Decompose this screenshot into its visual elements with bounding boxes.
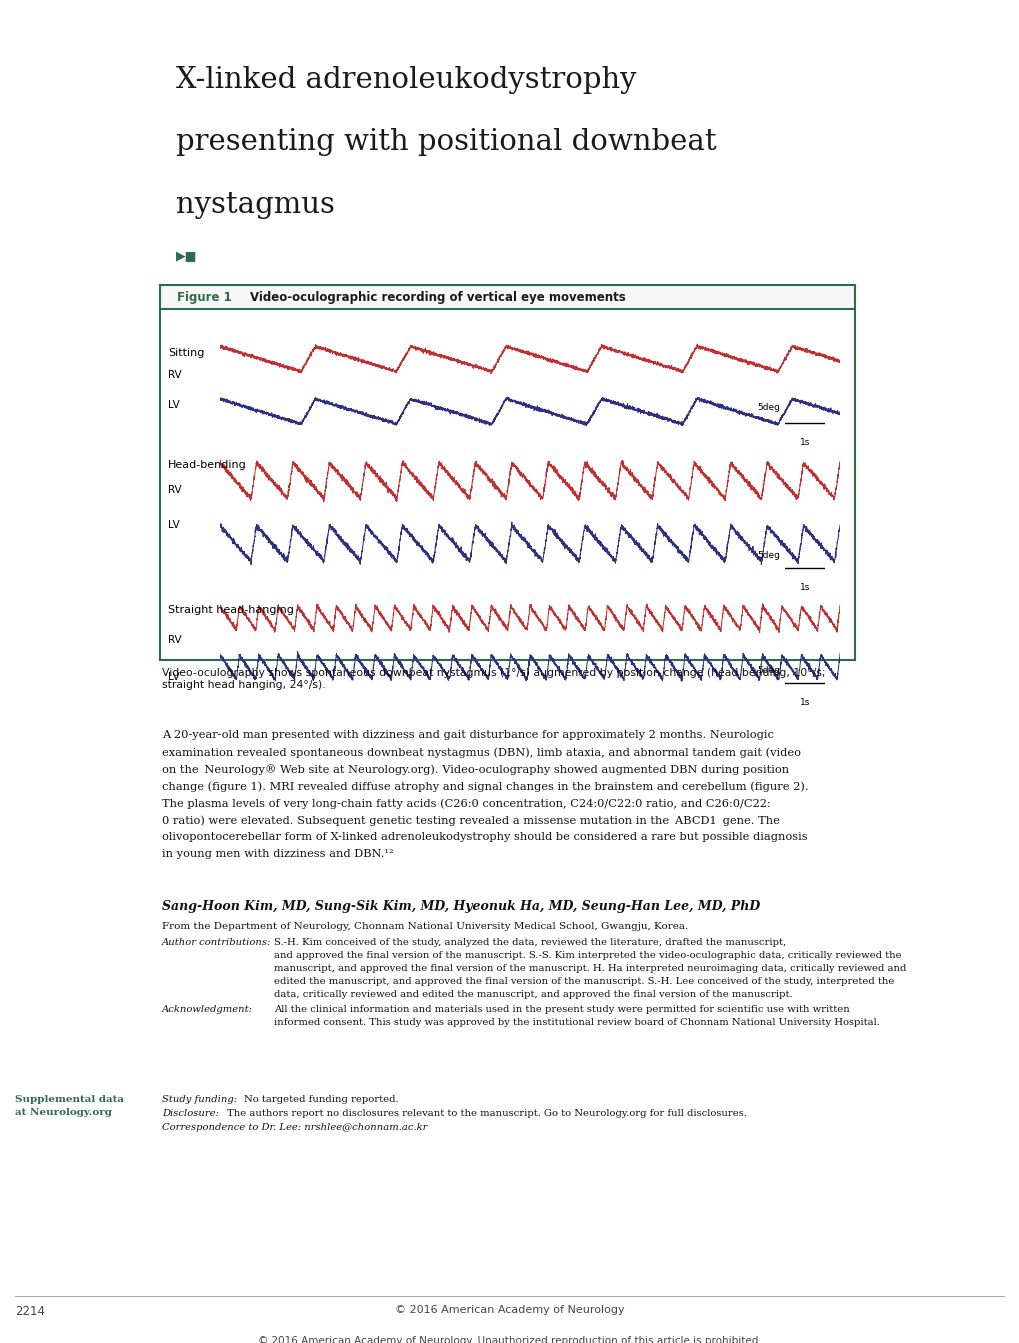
Text: presenting with positional downbeat: presenting with positional downbeat — [176, 129, 716, 156]
Text: No targeted funding reported.: No targeted funding reported. — [244, 1095, 398, 1104]
Text: NEUROIMAGES: NEUROIMAGES — [41, 19, 132, 30]
Text: 1s: 1s — [799, 698, 809, 706]
Text: manuscript, and approved the final version of the manuscript. H. Ha interpreted : manuscript, and approved the final versi… — [274, 964, 906, 972]
Text: examination revealed spontaneous downbeat nystagmus (DBN), limb ataxia, and abno: examination revealed spontaneous downbea… — [162, 747, 800, 757]
Text: informed consent. This study was approved by the institutional review board of C: informed consent. This study was approve… — [274, 1018, 879, 1027]
Text: RV: RV — [168, 371, 181, 380]
Text: in young men with dizziness and DBN.¹²: in young men with dizziness and DBN.¹² — [162, 849, 393, 860]
Text: on the  Neurology® Web site at Neurology.org). Video-oculography showed augmente: on the Neurology® Web site at Neurology.… — [162, 764, 789, 775]
Text: Disclosure:: Disclosure: — [162, 1109, 219, 1117]
Text: Supplemental data: Supplemental data — [15, 1095, 124, 1104]
Text: Study funding:: Study funding: — [162, 1095, 236, 1104]
Text: Correspondence to Dr. Lee: nrshlee@chonnam.ac.kr: Correspondence to Dr. Lee: nrshlee@chonn… — [162, 1123, 427, 1132]
Text: 1s: 1s — [799, 438, 809, 447]
Text: 0 ratio) were elevated. Subsequent genetic testing revealed a missense mutation : 0 ratio) were elevated. Subsequent genet… — [162, 815, 780, 826]
Text: Acknowledgment:: Acknowledgment: — [162, 1005, 253, 1014]
Text: RV: RV — [168, 635, 181, 645]
Text: data, critically reviewed and edited the manuscript, and approved the final vers: data, critically reviewed and edited the… — [274, 990, 792, 999]
Text: Author contributions:: Author contributions: — [162, 937, 271, 947]
Text: LV: LV — [168, 400, 179, 410]
Text: From the Department of Neurology, Chonnam National University Medical School, Gw: From the Department of Neurology, Chonna… — [162, 923, 688, 931]
Text: X-linked adrenoleukodystrophy: X-linked adrenoleukodystrophy — [176, 66, 636, 94]
Text: edited the manuscript, and approved the final version of the manuscript. S.-H. L: edited the manuscript, and approved the … — [274, 976, 894, 986]
Text: © 2016 American Academy of Neurology: © 2016 American Academy of Neurology — [394, 1305, 625, 1315]
Text: 1s: 1s — [799, 583, 809, 592]
Text: and approved the final version of the manuscript. S.-S. Kim interpreted the vide: and approved the final version of the ma… — [274, 951, 901, 960]
Text: olivopontocerebellar form of X-linked adrenoleukodystrophy should be considered : olivopontocerebellar form of X-linked ad… — [162, 833, 807, 842]
Text: A 20-year-old man presented with dizziness and gait disturbance for approximatel: A 20-year-old man presented with dizzine… — [162, 731, 773, 740]
Text: Figure 1: Figure 1 — [177, 290, 232, 304]
Text: Sang-Hoon Kim, MD, Sung-Sik Kim, MD, Hyeonuk Ha, MD, Seung-Han Lee, MD, PhD: Sang-Hoon Kim, MD, Sung-Sik Kim, MD, Hye… — [162, 900, 759, 913]
Text: © 2016 American Academy of Neurology. Unauthorized reproduction of this article : © 2016 American Academy of Neurology. Un… — [258, 1336, 761, 1343]
Text: at Neurology.org: at Neurology.org — [15, 1108, 112, 1117]
Text: The authors report no disclosures relevant to the manuscript. Go to Neurology.or: The authors report no disclosures releva… — [227, 1109, 746, 1117]
Text: 5deg: 5deg — [756, 666, 780, 676]
Text: LV: LV — [168, 520, 179, 530]
Text: S.-H. Kim conceived of the study, analyzed the data, reviewed the literature, dr: S.-H. Kim conceived of the study, analyz… — [274, 937, 786, 947]
Text: nystagmus: nystagmus — [176, 191, 334, 219]
Text: 2214: 2214 — [15, 1305, 45, 1317]
Text: Head-bending: Head-bending — [168, 461, 247, 470]
Text: Straight head-hanging: Straight head-hanging — [168, 604, 293, 615]
Text: Video-oculography shows spontaneous downbeat nystagmus (1°/s) augmented by posit: Video-oculography shows spontaneous down… — [162, 667, 824, 689]
Text: The plasma levels of very long-chain fatty acids (C26:0 concentration, C24:0/C22: The plasma levels of very long-chain fat… — [162, 798, 770, 808]
Text: Video-oculographic recording of vertical eye movements: Video-oculographic recording of vertical… — [250, 290, 626, 304]
Text: change (figure 1). MRI revealed diffuse atrophy and signal changes in the brains: change (figure 1). MRI revealed diffuse … — [162, 782, 808, 791]
Text: Sitting: Sitting — [168, 348, 204, 359]
Text: LV: LV — [168, 672, 179, 682]
Text: All the clinical information and materials used in the present study were permit: All the clinical information and materia… — [274, 1005, 849, 1014]
Text: 5deg: 5deg — [756, 403, 780, 412]
Text: ▶■: ▶■ — [176, 251, 198, 263]
Text: RV: RV — [168, 485, 181, 496]
Text: 5deg: 5deg — [756, 551, 780, 560]
